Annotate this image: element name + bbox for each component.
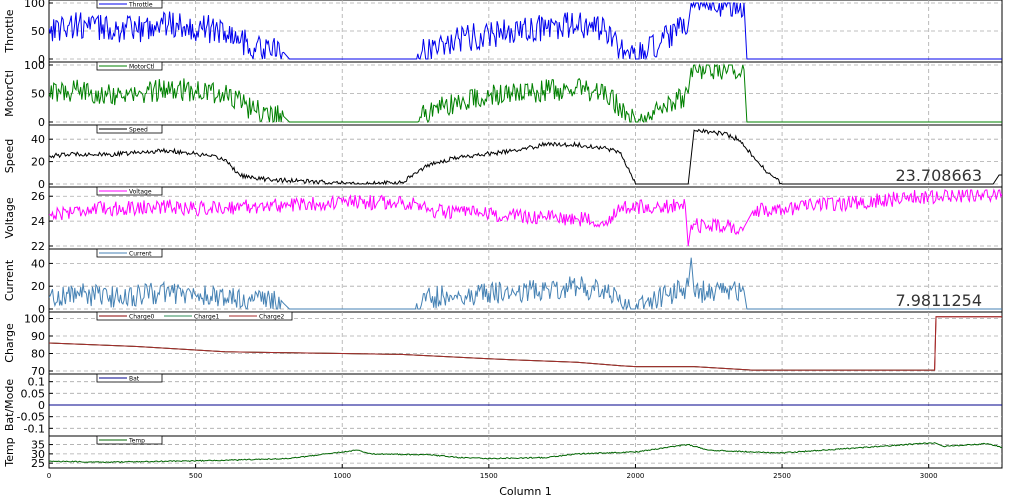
y-tick-label: 20 [31,156,45,169]
y-axis-label: Voltage [3,197,16,238]
x-tick-label: 2500 [773,472,791,480]
legend: Bat [96,373,163,383]
y-tick-label: 0 [38,303,45,316]
plot-frame [48,186,1003,250]
panel-1: 0 50 100 Throttle Throttle [3,0,1003,66]
y-tick-label: 100 [24,59,45,72]
series-line-throttle [49,1,1002,61]
legend-label: Charge1 [194,314,220,321]
y-axis-label: Current [3,259,16,301]
y-tick-label: 50 [31,25,45,38]
plot-frame [48,311,1003,375]
panel-6: 70 80 90 100 Charge Charge0 Charge1 Charge2 [3,311,1003,378]
legend-box [96,373,163,383]
y-tick-label: 0.1 [28,376,46,389]
x-axis-label: Column 1 [499,485,552,498]
legend: Temp [96,435,163,445]
y-tick-label: -0.1 [24,422,45,435]
plot-frame [48,124,1003,188]
value-readout: 7.9811254 [895,291,982,310]
plot-frame [48,435,1003,469]
y-tick-label: 22 [31,240,45,253]
y-tick-label: 100 [24,313,45,326]
y-tick-label: 90 [31,330,45,343]
series-line-charge2 [49,316,1002,371]
y-axis-label: Speed [3,139,16,173]
series-line-speed [49,128,1002,186]
legend-box [96,435,163,445]
y-tick-label: 30 [31,448,45,461]
legend-label: Throttle [128,2,153,9]
legend-label: Speed [129,127,148,134]
y-tick-label: -0.05 [17,411,45,424]
x-tick-label: 2000 [627,472,645,480]
y-tick-label: 80 [31,348,45,361]
x-tick-label: 0 [47,472,51,480]
legend: MotorCtl [96,61,163,71]
y-tick-label: 40 [31,133,45,146]
panel-5: 0 20 40 Current Current 7.9811254 [3,248,1003,316]
legend-label: Charge2 [259,314,285,321]
y-tick-label: 0.05 [21,387,46,400]
x-tick-label: 1500 [480,472,498,480]
series-line-temp [49,442,1002,464]
series-line-current [49,257,1002,311]
legend-box [96,124,163,134]
y-axis-label: Charge [3,323,16,363]
legend-label: MotorCtl [129,64,155,71]
y-tick-label: 20 [31,280,45,293]
legend-label: Charge0 [129,314,155,321]
y-tick-label: 26 [31,190,45,203]
legend-box [96,248,163,258]
y-axis-label: Temp [3,437,16,467]
panel-4: 22 24 26 Voltage Voltage [3,186,1003,253]
legend-box [96,61,163,71]
y-tick-label: 25 [31,457,45,470]
y-tick-label: 50 [31,88,45,101]
panel-3: 0 20 40 Speed Speed 23.708663 [3,124,1003,191]
y-tick-label: 0 [38,399,45,412]
legend-label: Current [129,251,152,258]
x-tick-label: 1000 [333,472,351,480]
legend-box [96,311,293,321]
legend-label: Voltage [129,189,152,196]
y-axis-label: MotorCtl [3,70,16,117]
y-axis-label: Throttle [3,9,16,53]
x-tick-label: 500 [189,472,202,480]
legend-box [96,0,163,9]
legend: Speed [96,124,163,134]
y-tick-label: 100 [24,0,45,10]
y-tick-label: 0 [38,116,45,129]
legend-box [96,186,163,196]
value-readout: 23.708663 [895,166,982,185]
legend: Current [96,248,163,258]
y-tick-label: 0 [38,178,45,191]
y-tick-label: 35 [31,439,45,452]
legend-label: Temp [128,438,145,445]
legend-label: Bat [129,376,140,383]
y-tick-label: 40 [31,257,45,270]
panel-2: 0 50 100 MotorCtl MotorCtl [3,59,1003,129]
y-axis-label: Bat/Mode [3,379,16,432]
y-tick-label: 24 [31,215,45,228]
x-tick-label: 3000 [920,472,938,480]
legend: Charge0 Charge1 Charge2 [96,311,293,321]
y-tick-label: 0 [38,53,45,66]
series-line-motorctl [49,63,1002,124]
plot-frame [48,248,1003,313]
legend: Throttle [96,0,163,9]
series-line-voltage [49,188,1002,247]
y-tick-label: 70 [31,365,45,378]
legend: Voltage [96,186,163,196]
